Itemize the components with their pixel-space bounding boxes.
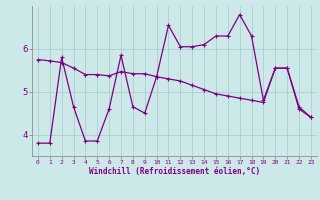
X-axis label: Windchill (Refroidissement éolien,°C): Windchill (Refroidissement éolien,°C)	[89, 167, 260, 176]
